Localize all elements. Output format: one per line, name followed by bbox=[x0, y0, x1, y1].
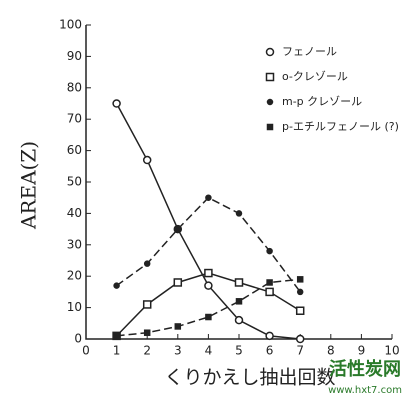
point bbox=[204, 268, 213, 278]
point bbox=[174, 323, 182, 330]
x-tick-label: 8 bbox=[327, 344, 335, 358]
legend-label: m-p クレゾール bbox=[282, 95, 362, 108]
point bbox=[265, 287, 274, 297]
point bbox=[142, 300, 152, 309]
point bbox=[235, 210, 243, 217]
point bbox=[113, 282, 120, 289]
point bbox=[296, 288, 304, 296]
series-line bbox=[116, 196, 301, 293]
x-tick-label: 6 bbox=[266, 344, 274, 358]
point bbox=[174, 225, 182, 233]
watermark: www.hxt7.com bbox=[328, 385, 402, 396]
point bbox=[235, 298, 243, 305]
point bbox=[205, 313, 212, 321]
x-tick-label: 5 bbox=[235, 344, 243, 358]
legend-marker bbox=[265, 72, 275, 82]
y-tick-label: 60 bbox=[67, 143, 82, 157]
y-tick-label: 100 bbox=[59, 18, 82, 32]
y-tick-label: 50 bbox=[67, 175, 82, 189]
y-tick-label: 90 bbox=[67, 49, 82, 63]
legend-marker bbox=[265, 47, 275, 57]
y-tick-label: 70 bbox=[67, 112, 82, 126]
point bbox=[143, 260, 151, 267]
y-axis-title: AREA(Z) bbox=[17, 141, 41, 230]
x-tick-label: 10 bbox=[384, 344, 399, 358]
point bbox=[112, 99, 121, 108]
legend-label: フェノール bbox=[282, 45, 337, 58]
y-tick-label: 40 bbox=[67, 206, 82, 220]
x-tick-label: 7 bbox=[296, 344, 304, 358]
y-tick-label: 80 bbox=[67, 80, 82, 94]
point bbox=[295, 334, 305, 344]
x-axis-title: くりかえし抽出回数 bbox=[164, 367, 335, 389]
legend-marker bbox=[266, 98, 274, 106]
point bbox=[234, 278, 244, 287]
legend-marker bbox=[266, 123, 274, 131]
point bbox=[266, 279, 273, 286]
point bbox=[205, 194, 212, 201]
point bbox=[296, 276, 304, 283]
y-tick-label: 20 bbox=[67, 269, 82, 283]
legend-label: o-クレゾール bbox=[282, 70, 348, 83]
y-tick-label: 0 bbox=[74, 332, 82, 346]
x-tick-label: 2 bbox=[143, 344, 151, 358]
point bbox=[143, 329, 151, 336]
x-tick-label: 4 bbox=[205, 344, 213, 358]
point bbox=[234, 315, 244, 325]
point bbox=[113, 332, 120, 340]
y-tick-label: 30 bbox=[67, 237, 82, 251]
point bbox=[266, 247, 273, 255]
point bbox=[204, 281, 213, 290]
point bbox=[142, 155, 152, 165]
x-tick-label: 1 bbox=[113, 344, 121, 358]
x-tick-label: 9 bbox=[358, 344, 366, 358]
point bbox=[173, 278, 183, 287]
legend-label: p-エチルフェノール (?) bbox=[282, 120, 399, 133]
watermark: 活性炭网 bbox=[329, 358, 401, 380]
x-tick-label: 3 bbox=[174, 344, 182, 358]
x-tick-label: 0 bbox=[82, 344, 90, 358]
y-tick-label: 10 bbox=[67, 300, 82, 314]
point bbox=[295, 306, 305, 315]
point bbox=[265, 331, 274, 341]
